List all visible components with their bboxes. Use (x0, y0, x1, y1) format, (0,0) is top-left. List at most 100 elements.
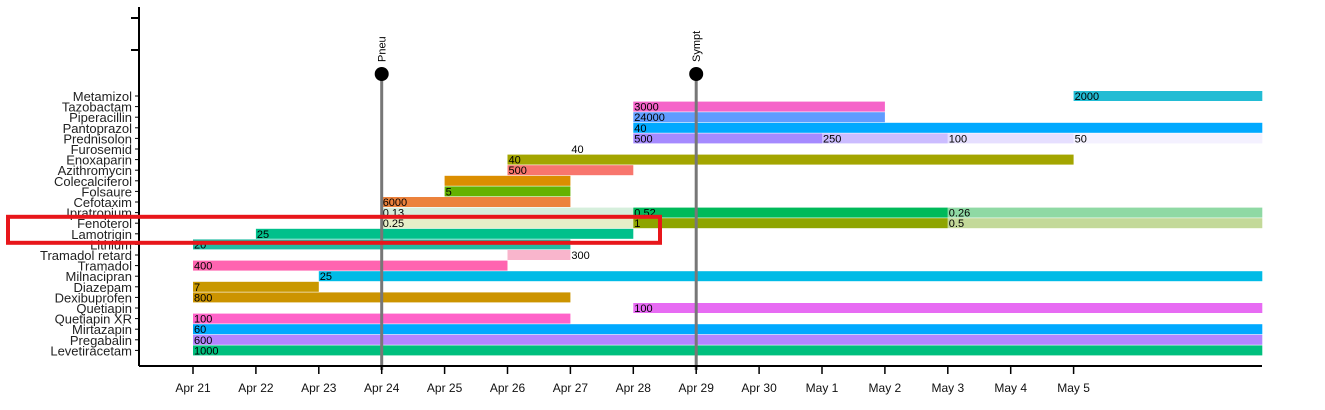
bar (947, 133, 1074, 144)
dose-label: 3000 (634, 102, 658, 114)
drug-label: Quetiapin XR (55, 312, 132, 327)
bar (193, 260, 508, 271)
bar (193, 345, 1263, 356)
highlight-layer (6, 214, 662, 245)
event-label: Pneu (377, 36, 389, 62)
dose-label: 0.5 (949, 218, 964, 230)
bar (822, 133, 948, 144)
dose-label: 40 (509, 155, 521, 167)
x-tick-label: Apr 28 (616, 381, 652, 395)
dose-label: 800 (194, 292, 212, 304)
drug-label: Metamizol (73, 89, 132, 104)
dose-label: 40 (634, 123, 646, 135)
bar (381, 197, 571, 207)
dose-label: 40 (571, 144, 583, 156)
bar (193, 324, 1263, 335)
dose-label: 5 (446, 186, 452, 198)
dose-label: 24000 (634, 112, 665, 124)
axes-layer (131, 7, 1262, 367)
dose-label: 250 (823, 133, 841, 145)
x-tick-label: Apr 21 (175, 381, 211, 395)
drug-label: Dexibuprofen (55, 290, 132, 305)
bar (507, 165, 634, 176)
dose-label: 25 (320, 271, 332, 283)
drug-label: Piperacillin (69, 110, 132, 125)
event-marker (374, 67, 389, 81)
highlight-box (6, 214, 662, 245)
dose-label: 300 (571, 250, 589, 262)
bar (193, 281, 319, 292)
drug-label: Prednisolon (63, 131, 132, 146)
x-tick-label: Apr 30 (741, 381, 777, 395)
bar (633, 207, 948, 218)
bar (633, 101, 885, 112)
bar (633, 122, 1263, 133)
drug-label: Levetiracetam (50, 343, 132, 358)
bar (507, 154, 1074, 165)
bar (444, 186, 571, 197)
drug-label: Milnacipran (66, 269, 132, 284)
dose-label: 7 (194, 282, 200, 294)
x-tick-label: Apr 22 (238, 381, 274, 395)
drug-label: Enoxaparin (66, 153, 132, 168)
x-tick-label: May 4 (994, 381, 1027, 395)
dose-label: 100 (634, 303, 652, 315)
bar (633, 218, 948, 229)
x-tick-label: Apr 23 (301, 381, 337, 395)
dose-label: 60 (194, 324, 206, 336)
drug-label: Mirtazapin (72, 322, 132, 337)
x-tick-label: May 1 (806, 381, 839, 395)
bar (444, 175, 571, 186)
drug-label: Tramadol (78, 259, 133, 274)
x-tick-label: Apr 29 (679, 381, 715, 395)
drug-label: Tramadol retard (40, 248, 132, 263)
dose-label: 0.25 (383, 218, 404, 230)
drug-label: Lamotrigin (71, 227, 132, 242)
bar (633, 303, 1263, 313)
dose-label: 500 (634, 133, 652, 145)
drug-label: Tazobactam (62, 100, 132, 115)
drug-label: Cefotaxim (73, 195, 132, 210)
dose-label: 1000 (194, 345, 218, 357)
drug-label: Diazepam (73, 280, 132, 295)
bar (947, 207, 1263, 218)
events-layer: Pneu Sympt (374, 31, 704, 370)
dose-label: 100 (194, 314, 212, 326)
x-tick-label: Apr 24 (364, 381, 400, 395)
drug-label: Folsaure (81, 184, 132, 199)
dose-label: 1 (634, 218, 640, 230)
bar (633, 112, 885, 123)
dose-label: 600 (194, 335, 212, 347)
dose-label: 50 (1075, 133, 1087, 145)
drug-label: Quetiapin (76, 301, 132, 316)
bar (947, 218, 1263, 229)
x-tick-label: May 2 (869, 381, 902, 395)
drug-labels-layer: MetamizolTazobactamPiperacillinPantopraz… (40, 89, 139, 358)
drug-label: Pregabalin (70, 333, 132, 348)
dose-label: 0.26 (949, 208, 970, 220)
dose-label: 100 (949, 133, 967, 145)
bar (1073, 91, 1263, 101)
x-tick-label: May 3 (931, 381, 964, 395)
drug-label: Furosemid (71, 142, 132, 157)
event-label: Sympt (691, 31, 703, 62)
dose-label: 500 (509, 165, 527, 177)
drug-label: Fenoterol (77, 216, 132, 231)
bar (507, 250, 571, 260)
x-tick-label: May 5 (1057, 381, 1090, 395)
x-tick-label: Apr 25 (427, 381, 463, 395)
drug-label: Colecalciferol (54, 174, 132, 189)
bar (193, 334, 1263, 345)
dose-label: 2000 (1075, 91, 1099, 103)
dose-label: 25 (257, 229, 269, 241)
bar (633, 133, 822, 144)
event-marker (689, 67, 704, 81)
bar (381, 207, 634, 218)
x-tick-label: Apr 26 (490, 381, 526, 395)
bar (1073, 133, 1263, 144)
dose-label: 6000 (383, 197, 407, 209)
bar (255, 228, 634, 239)
x-tick-label: Apr 27 (553, 381, 589, 395)
